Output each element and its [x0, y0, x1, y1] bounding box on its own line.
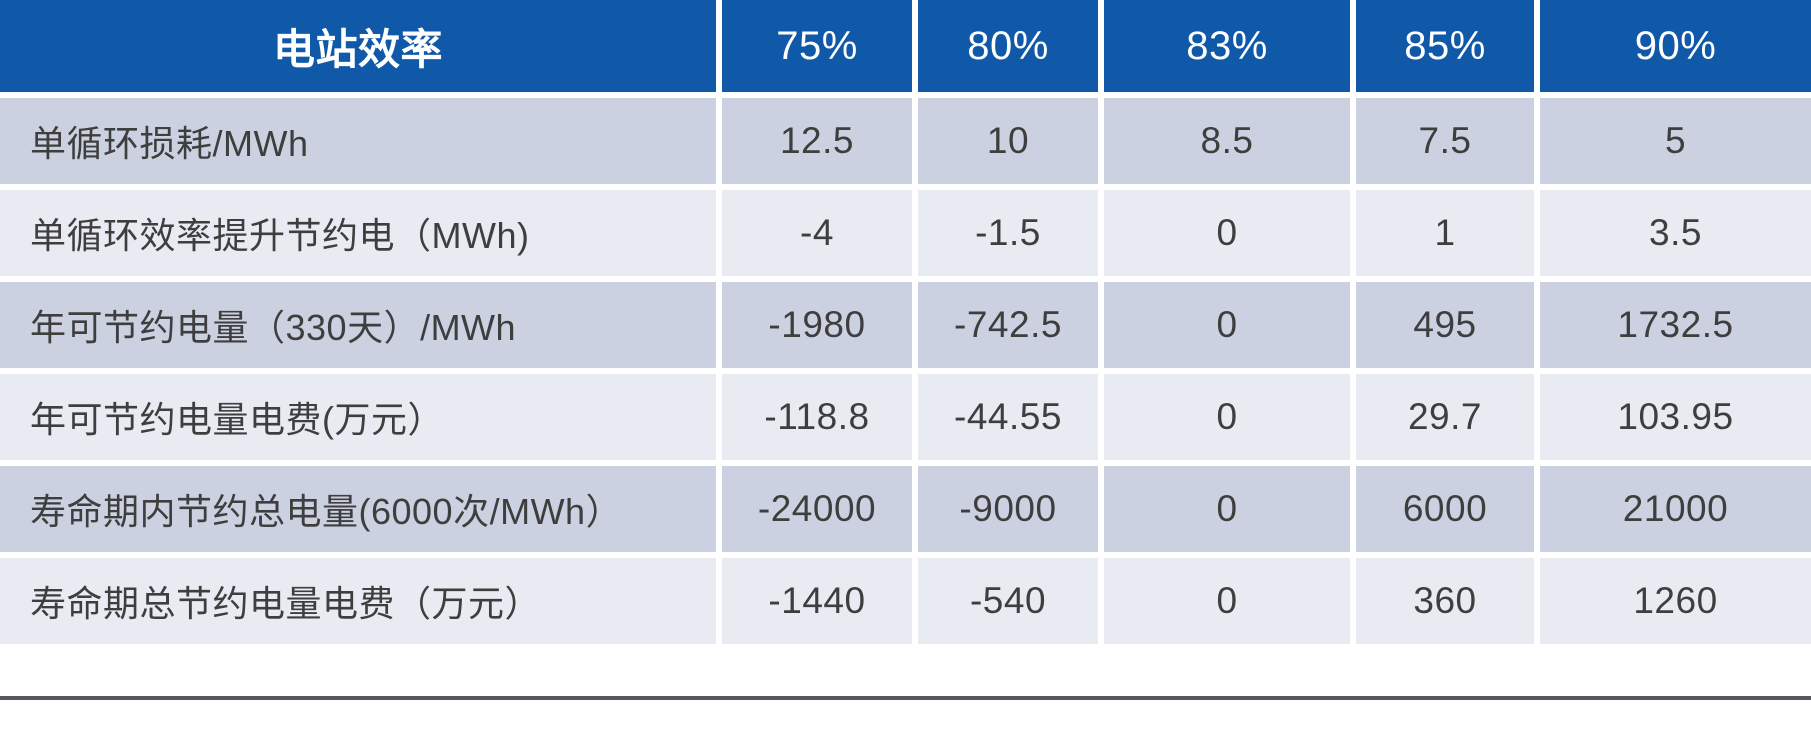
row-label: 年可节约电量（330天）/MWh: [30, 307, 517, 348]
table-cell: 1732.5: [1534, 282, 1811, 368]
table-cell: -118.8: [716, 374, 912, 460]
table-header-title: 电站效率: [272, 25, 443, 73]
table-cell: -24000: [716, 466, 912, 552]
table-cell: -4: [716, 190, 912, 276]
table-row: 寿命期总节约电量电费（万元） -1440 -540 0 360 1260: [0, 558, 1811, 644]
table-cell: 1: [1350, 190, 1534, 276]
table-header-row: 电站效率 75% 80% 83% 85% 90%: [0, 0, 1811, 92]
table-row: 年可节约电量电费(万元） -118.8 -44.55 0 29.7 103.95: [0, 374, 1811, 460]
table-cell: -742.5: [912, 282, 1098, 368]
header-col-1: 80%: [912, 0, 1098, 92]
row-label: 单循环损耗/MWh: [30, 123, 309, 164]
table-cell: 495: [1350, 282, 1534, 368]
table-cell: 103.95: [1534, 374, 1811, 460]
table-cell: -1.5: [912, 190, 1098, 276]
table-bottom-border: [0, 696, 1811, 700]
table-cell: -1440: [716, 558, 912, 644]
table-cell: 360: [1350, 558, 1534, 644]
table-row: 年可节约电量（330天）/MWh -1980 -742.5 0 495 1732.5: [0, 282, 1811, 368]
table-cell: 0: [1098, 374, 1350, 460]
table-cell: 7.5: [1350, 98, 1534, 184]
row-label: 年可节约电量电费(万元）: [30, 399, 444, 440]
header-col-4: 90%: [1534, 0, 1811, 92]
row-label: 寿命期内节约总电量(6000次/MWh）: [30, 491, 623, 532]
table-cell: -44.55: [912, 374, 1098, 460]
table-row: 寿命期内节约总电量(6000次/MWh） -24000 -9000 0 6000 2100…: [0, 466, 1811, 552]
table-cell: 0: [1098, 558, 1350, 644]
row-label: 单循环效率提升节约电（MWh): [30, 215, 530, 256]
efficiency-table: 电站效率 75% 80% 83% 85% 90% 单循环损耗/MWh 12.5 10 8.5 7…: [0, 0, 1811, 700]
table-cell: 8.5: [1098, 98, 1350, 184]
table-cell: 21000: [1534, 466, 1811, 552]
header-col-2: 83%: [1098, 0, 1350, 92]
table-cell: 0: [1098, 190, 1350, 276]
table-cell: 5: [1534, 98, 1811, 184]
table-cell: 10: [912, 98, 1098, 184]
row-label: 寿命期总节约电量电费（万元）: [30, 583, 542, 624]
table-cell: 0: [1098, 466, 1350, 552]
table-cell: 29.7: [1350, 374, 1534, 460]
table-cell: -9000: [912, 466, 1098, 552]
header-col-3: 85%: [1350, 0, 1534, 92]
table-cell: 0: [1098, 282, 1350, 368]
table-row: 单循环损耗/MWh 12.5 10 8.5 7.5 5: [0, 98, 1811, 184]
table-cell: 6000: [1350, 466, 1534, 552]
table-row: 单循环效率提升节约电（MWh) -4 -1.5 0 1 3.5: [0, 190, 1811, 276]
table-cell: 12.5: [716, 98, 912, 184]
table-cell: -1980: [716, 282, 912, 368]
table-cell: 3.5: [1534, 190, 1811, 276]
table-cell: 1260: [1534, 558, 1811, 644]
header-col-0: 75%: [716, 0, 912, 92]
table-cell: -540: [912, 558, 1098, 644]
